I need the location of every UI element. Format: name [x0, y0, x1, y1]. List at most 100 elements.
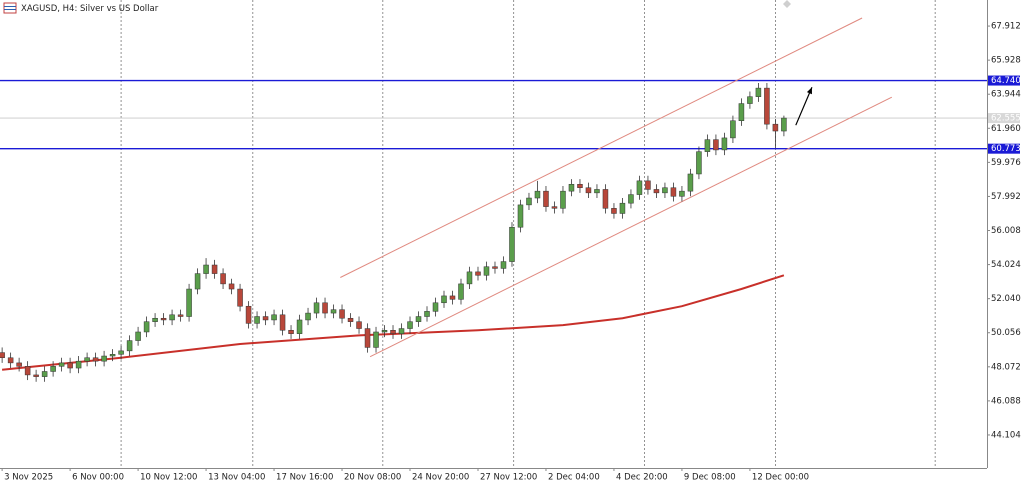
candle-body [262, 316, 269, 321]
candle-body [330, 309, 337, 314]
x-tick-label: 12 Dec 00:00 [752, 473, 809, 482]
candle-body [373, 331, 379, 348]
candle-body [662, 187, 668, 194]
candle-body [126, 340, 133, 352]
candle-body [92, 357, 99, 362]
candle-body [509, 226, 515, 262]
candle-body [7, 357, 14, 364]
candle-body [101, 355, 107, 362]
candle-body [118, 350, 124, 355]
candle-body [16, 362, 22, 367]
y-tick-label: 61.960 [991, 124, 1021, 134]
candle-body [75, 360, 82, 369]
candle-body [424, 311, 430, 317]
candle-body [730, 120, 736, 139]
candle-body [356, 321, 362, 329]
x-tick-label: 2 Dec 04:00 [548, 473, 600, 482]
y-tick-label: 67.912 [991, 22, 1021, 32]
candle-body [67, 362, 73, 369]
candle-body [203, 264, 209, 274]
candle-body [747, 96, 753, 104]
candle-body [254, 316, 260, 324]
candle-body [288, 330, 294, 334]
level-label: 60.773 [991, 144, 1021, 154]
y-tick-label: 46.088 [991, 396, 1021, 406]
x-tick-label: 9 Dec 08:00 [684, 473, 736, 482]
candle-body [611, 208, 617, 214]
candle-body [560, 190, 566, 209]
candle-body [381, 330, 388, 333]
moving-average [1, 274, 785, 371]
chart-title: XAGUSD, H4: Silver vs US Dollar [21, 4, 159, 14]
candle-body [220, 273, 226, 285]
candle-body [279, 314, 286, 331]
candle-body [313, 302, 320, 314]
y-tick-label: 65.928 [991, 56, 1021, 66]
last-price-box [988, 113, 1020, 124]
candle-body [296, 319, 303, 334]
candle-body [0, 352, 5, 358]
candle-body [492, 266, 498, 269]
candle-body [228, 283, 235, 290]
level-label-box [988, 75, 1020, 86]
candle-body [636, 180, 643, 195]
candle-body [738, 103, 745, 121]
candle-body [696, 151, 702, 175]
candle-body [407, 321, 413, 329]
candle-body [24, 366, 31, 376]
candle-body [152, 317, 158, 322]
x-tick-label: 24 Nov 20:00 [412, 473, 469, 482]
candle-body [483, 266, 490, 276]
candle-body [169, 314, 175, 321]
arrow-head [806, 87, 812, 95]
candle-body [704, 139, 711, 152]
candle-body [415, 316, 422, 322]
level-label-box [988, 143, 1020, 154]
plot [0, 0, 987, 468]
candle-body [679, 190, 685, 197]
candle-body [500, 261, 507, 269]
candle-body [517, 204, 524, 228]
candle-body [755, 87, 762, 97]
y-tick-label: 48.072 [991, 362, 1021, 372]
candle-body [602, 189, 609, 209]
x-tick-label: 4 Dec 20:00 [616, 473, 668, 482]
symbol-icon [3, 2, 17, 14]
candle-body [143, 321, 150, 333]
candle-body [619, 202, 626, 214]
x-tick-label: 27 Nov 12:00 [480, 473, 537, 482]
marker [783, 0, 791, 8]
y-tick-label: 57.992 [991, 192, 1021, 202]
candle-body [109, 354, 116, 357]
candle-body [194, 273, 201, 290]
candle-body [534, 190, 541, 199]
y-tick-label: 59.976 [991, 158, 1021, 168]
x-tick-label: 17 Nov 16:00 [276, 473, 333, 482]
candle-body [364, 328, 371, 348]
y-tick-label: 54.024 [991, 260, 1021, 270]
candle-body [305, 312, 311, 321]
candle-body [33, 374, 39, 377]
candle-body [160, 317, 167, 321]
candle-body [432, 302, 439, 312]
candle-body [721, 137, 728, 151]
candle-body [211, 264, 218, 274]
y-tick-label: 44.104 [991, 430, 1021, 440]
candle-body [687, 173, 694, 192]
candle-body [772, 123, 779, 132]
candle-body [271, 314, 277, 321]
candle-body [398, 328, 405, 334]
candle-body [645, 180, 651, 190]
candle-body [781, 117, 787, 132]
candle-body [186, 288, 192, 317]
candle-body [449, 295, 456, 300]
candle-body [135, 331, 141, 341]
candle-body [347, 317, 354, 322]
candle-body [543, 190, 549, 207]
candle-body [628, 194, 634, 204]
candle-body [764, 87, 770, 125]
candle-body [322, 302, 328, 314]
y-tick-label: 63.944 [991, 90, 1021, 100]
